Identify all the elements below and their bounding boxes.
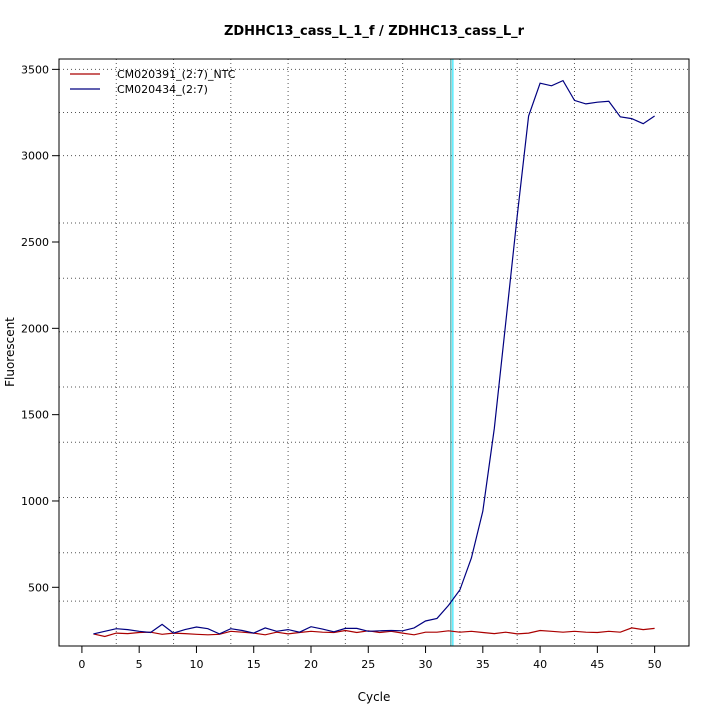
x-tick-label: 45 bbox=[590, 658, 604, 671]
x-tick-label: 20 bbox=[304, 658, 318, 671]
x-tick-label: 0 bbox=[78, 658, 85, 671]
x-tick-label: 10 bbox=[189, 658, 203, 671]
grid bbox=[59, 59, 689, 646]
x-tick-label: 30 bbox=[419, 658, 433, 671]
y-tick-label: 3000 bbox=[21, 150, 49, 163]
y-tick-label: 1500 bbox=[21, 409, 49, 422]
x-axis: 0 5 10 15 20 25 30 35 40 45 50 bbox=[78, 645, 662, 671]
x-tick-label: 40 bbox=[533, 658, 547, 671]
x-tick-label: 25 bbox=[361, 658, 375, 671]
y-tick-label: 1000 bbox=[21, 495, 49, 508]
x-tick-label: 35 bbox=[476, 658, 490, 671]
y-axis: 500 1000 1500 2000 2500 3000 3500 bbox=[21, 63, 60, 594]
y-tick-label: 3500 bbox=[21, 63, 49, 76]
plot-frame bbox=[58, 58, 690, 647]
y-tick-label: 2000 bbox=[21, 322, 49, 335]
x-tick-label: 50 bbox=[648, 658, 662, 671]
x-tick-label: 15 bbox=[247, 658, 261, 671]
y-tick-label: 2500 bbox=[21, 236, 49, 249]
chart-title: ZDHHC13_cass_L_1_f / ZDHHC13_cass_L_r bbox=[224, 24, 525, 39]
legend-label: CM020434_(2:7) bbox=[117, 83, 208, 96]
y-tick-label: 500 bbox=[28, 581, 49, 594]
x-tick-label: 5 bbox=[136, 658, 143, 671]
series-lines bbox=[93, 79, 655, 638]
y-axis-label: Fluorescent bbox=[3, 317, 17, 387]
x-axis-label: Cycle bbox=[358, 690, 391, 704]
legend: CM020391_(2:7)_NTC CM020434_(2:7) bbox=[70, 68, 236, 96]
threshold-line bbox=[450, 59, 454, 646]
legend-label: CM020391_(2:7)_NTC bbox=[117, 68, 236, 81]
series-line-1 bbox=[93, 79, 655, 635]
